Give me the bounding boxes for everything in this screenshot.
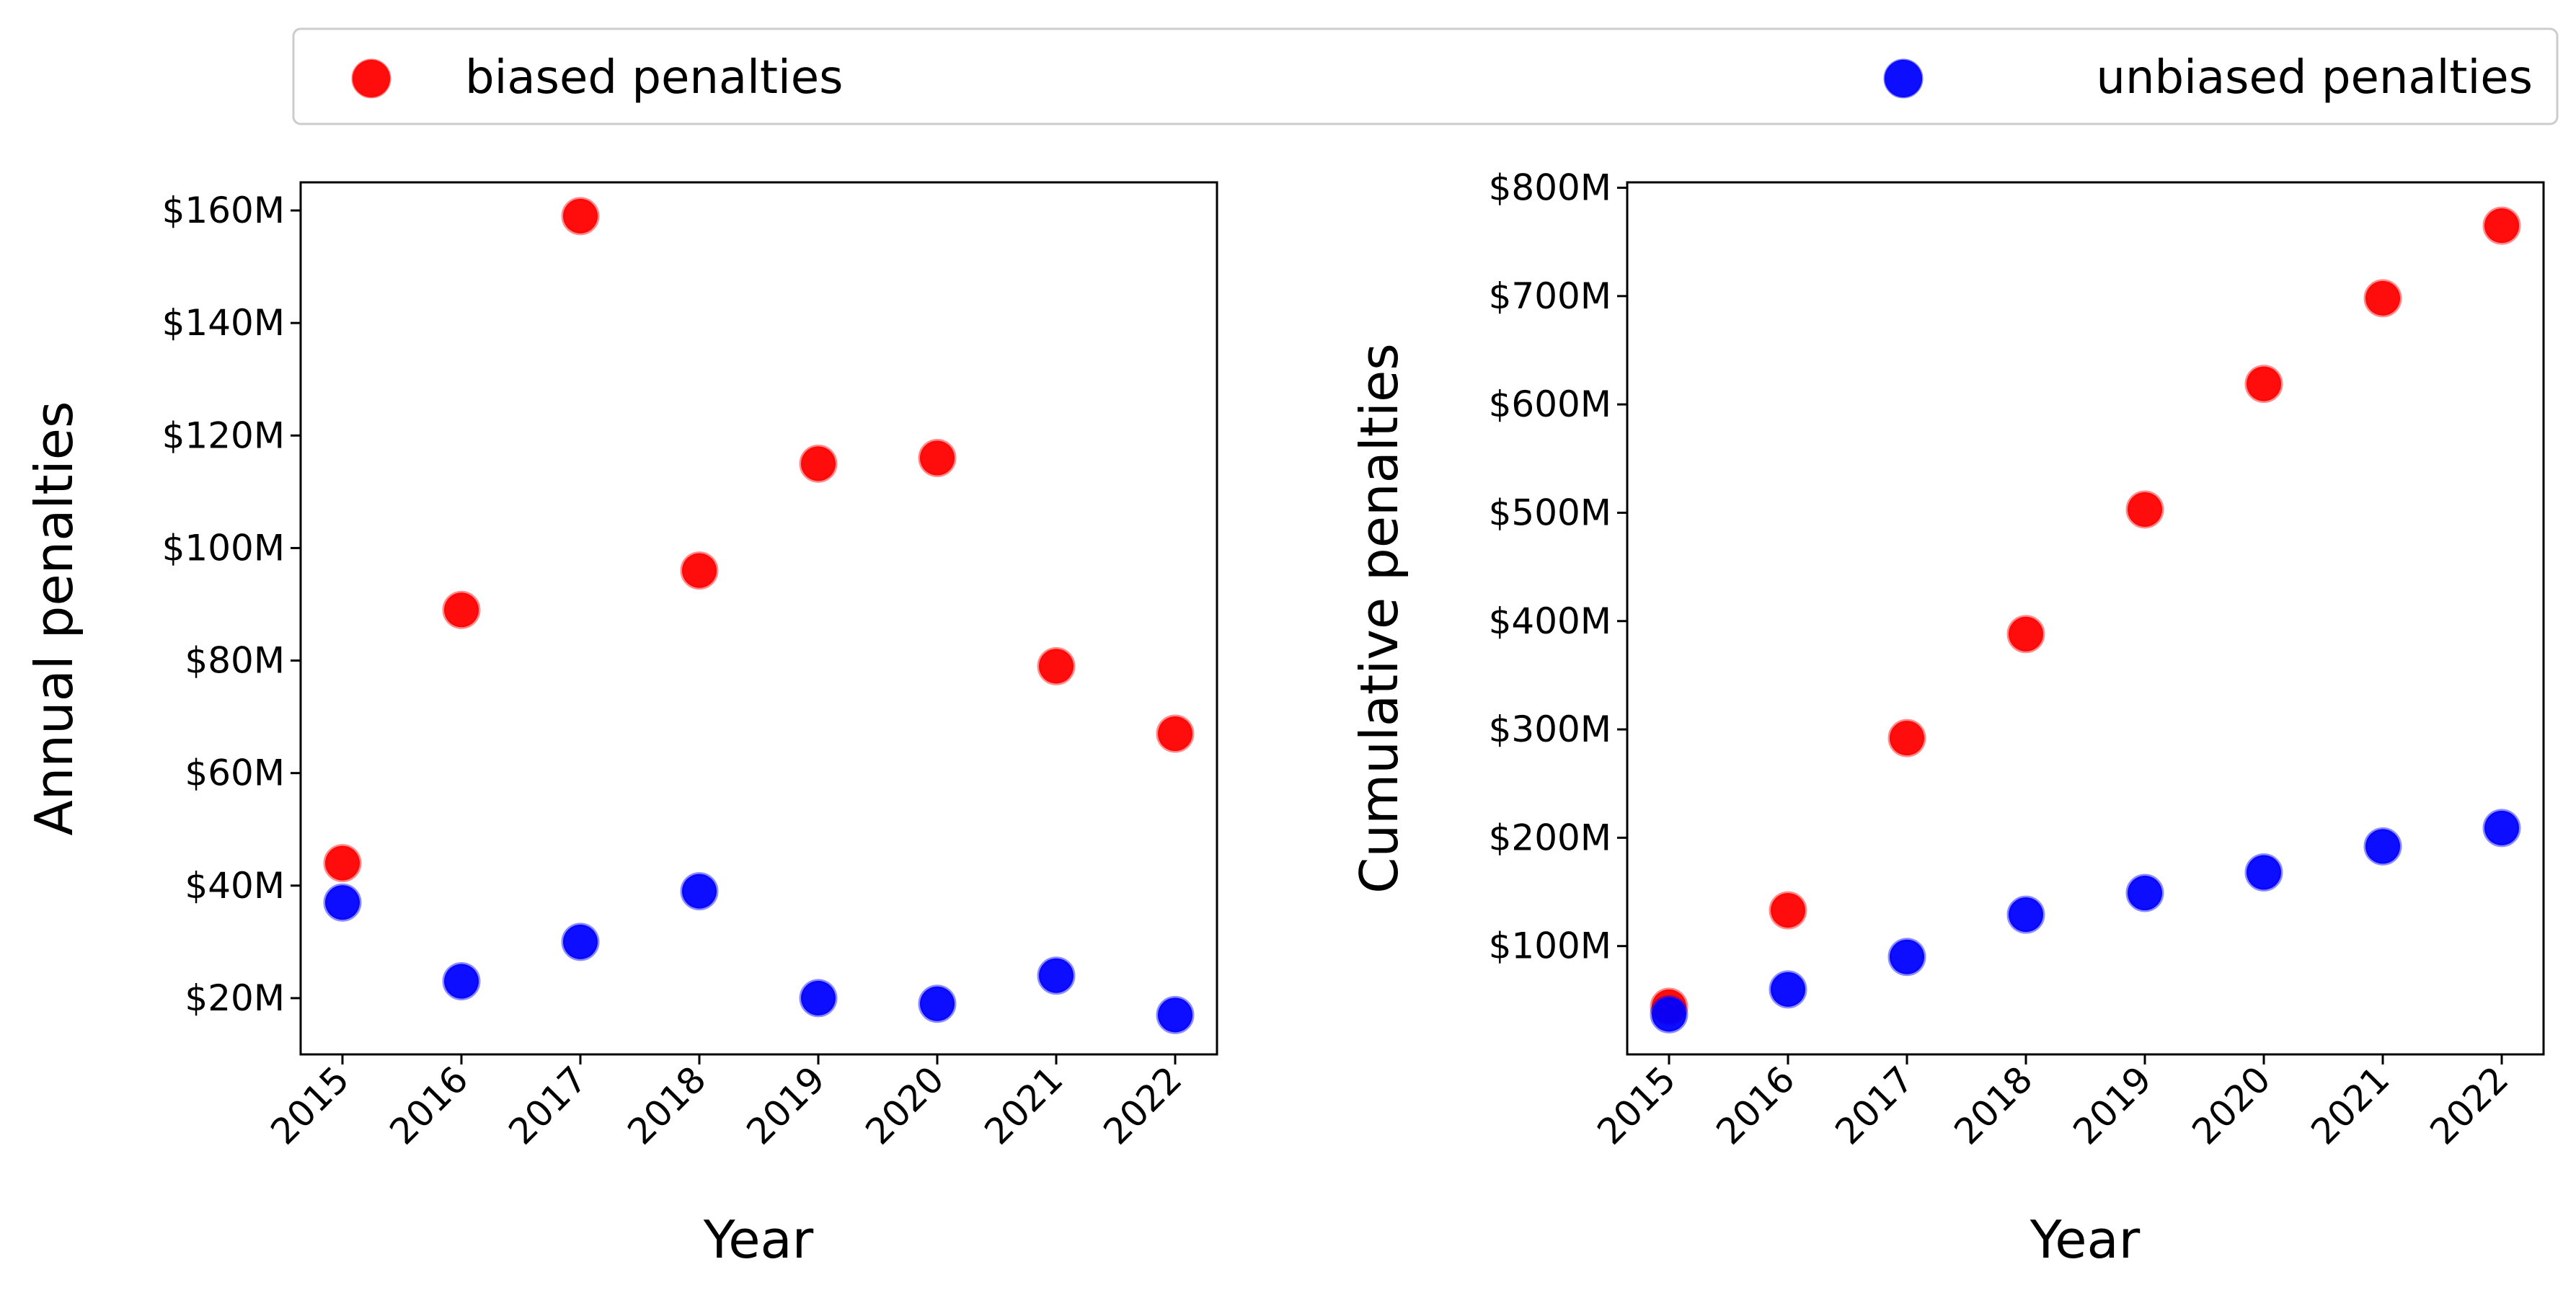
y-tick-label: $40M: [185, 865, 285, 907]
x-tick-label: 2016: [381, 1058, 476, 1152]
data-point-biased: [323, 844, 362, 883]
y-tick-label: $20M: [185, 977, 285, 1019]
y-axis: $20M $40M $60M $80M $100M $120M $140M $160M: [162, 190, 301, 1019]
y-tick-label: $100M: [162, 527, 285, 569]
x-axis-label: Year: [703, 1209, 814, 1270]
y-tick-label: $80M: [185, 640, 285, 682]
x-axis: 2015 2016 2017 2018 2019 2020 2021 2022: [262, 1054, 1190, 1152]
data-point-biased: [1156, 714, 1195, 753]
legend-label-unbiased: unbiased penalties: [2096, 51, 2533, 105]
data-point-biased: [918, 439, 957, 478]
y-tick-label: $500M: [1489, 492, 1611, 533]
data-point-biased: [442, 590, 481, 629]
data-point-unbiased: [1887, 938, 1926, 977]
data-point-unbiased: [2363, 827, 2402, 866]
x-tick-label: 2022: [2422, 1058, 2516, 1152]
plot-frame: [1626, 181, 2545, 1056]
chart-cumulative: $100M $200M $300M $400M $500M $600M $700M $800M…: [1349, 167, 2545, 1270]
y-axis-label: Cumulative penalties: [1349, 343, 1409, 894]
x-tick-label: 2018: [619, 1058, 714, 1152]
y-tick-label: $800M: [1489, 167, 1611, 209]
data-point-unbiased: [680, 872, 719, 911]
data-point-biased: [2006, 615, 2045, 654]
data-point-unbiased: [2125, 874, 2164, 912]
chart-annual: $20M $40M $60M $80M $100M $120M $140M $160M 201…: [24, 181, 1218, 1270]
y-tick-label: $600M: [1489, 383, 1611, 425]
x-tick-label: 2021: [976, 1058, 1071, 1152]
points: [323, 197, 1195, 1034]
data-point-biased: [1037, 646, 1076, 685]
y-tick-label: $120M: [162, 414, 285, 456]
data-point-unbiased: [323, 883, 362, 922]
data-point-biased: [2363, 279, 2402, 318]
data-point-biased: [1769, 891, 1807, 930]
data-point-biased: [2125, 490, 2164, 529]
legend-frame: [292, 27, 2559, 125]
x-tick-label: 2022: [1095, 1058, 1190, 1152]
x-tick-label: 2016: [1708, 1058, 1802, 1152]
points: [1650, 206, 2521, 1033]
x-tick-label: 2017: [1827, 1058, 1921, 1152]
x-tick-label: 2020: [2184, 1058, 2278, 1152]
x-tick-label: 2015: [1589, 1058, 1683, 1152]
y-tick-label: $700M: [1489, 275, 1611, 317]
data-point-unbiased: [2244, 853, 2283, 892]
legend-marker-unbiased: [1883, 58, 1924, 99]
data-point-biased: [1887, 719, 1926, 757]
x-axis-label: Year: [2030, 1209, 2141, 1270]
data-point-biased: [2244, 365, 2283, 404]
data-point-unbiased: [799, 979, 838, 1018]
data-point-unbiased: [1037, 956, 1076, 995]
data-point-biased: [799, 444, 838, 483]
data-point-unbiased: [1650, 995, 1688, 1033]
y-tick-label: $200M: [1489, 817, 1611, 858]
y-axis: $100M $200M $300M $400M $500M $600M $700M $800M: [1489, 167, 1627, 967]
data-point-unbiased: [2006, 895, 2045, 934]
x-tick-label: 2018: [1946, 1058, 2040, 1152]
data-point-biased: [561, 197, 600, 236]
legend: biased penalties unbiased penalties: [292, 27, 2559, 125]
x-tick-label: 2019: [738, 1058, 833, 1152]
y-tick-label: $60M: [185, 752, 285, 794]
x-tick-label: 2020: [857, 1058, 952, 1152]
legend-label-biased: biased penalties: [465, 51, 843, 105]
data-point-unbiased: [1769, 970, 1807, 1009]
data-point-unbiased: [918, 984, 957, 1023]
y-axis-label: Annual penalties: [24, 401, 84, 836]
y-tick-label: $140M: [162, 302, 285, 344]
data-point-unbiased: [442, 962, 481, 1001]
x-tick-label: 2021: [2303, 1058, 2397, 1152]
y-tick-label: $100M: [1489, 925, 1611, 967]
x-tick-label: 2017: [500, 1058, 595, 1152]
y-tick-label: $300M: [1489, 708, 1611, 750]
data-point-biased: [680, 551, 719, 590]
data-point-unbiased: [1156, 995, 1195, 1034]
y-tick-label: $400M: [1489, 600, 1611, 642]
data-point-unbiased: [561, 923, 600, 961]
x-tick-label: 2015: [262, 1058, 357, 1152]
data-point-unbiased: [2482, 809, 2521, 848]
x-tick-label: 2019: [2065, 1058, 2159, 1152]
data-point-biased: [2482, 206, 2521, 245]
plot-frame: [299, 181, 1218, 1056]
x-axis: 2015 2016 2017 2018 2019 2020 2021 2022: [1589, 1054, 2516, 1152]
legend-marker-biased: [351, 58, 391, 99]
y-tick-label: $160M: [162, 190, 285, 231]
